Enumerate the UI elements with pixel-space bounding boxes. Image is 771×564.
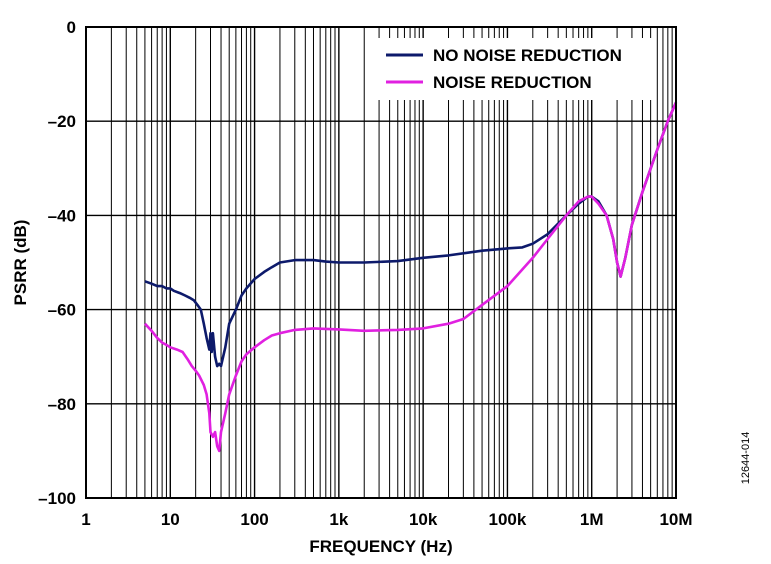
y-axis-title: PSRR (dB) (11, 220, 30, 306)
x-tick-labels: 1 10 100 1k 10k 100k 1M 10M (81, 510, 692, 529)
x-tick-label: 1 (81, 510, 90, 529)
y-tick-label: –60 (48, 301, 76, 320)
plot-frame (85, 26, 677, 499)
x-tick-label: 100 (240, 510, 268, 529)
series-line-1 (143, 101, 678, 453)
legend: NO NOISE REDUCTION NOISE REDUCTION (386, 46, 622, 92)
legend-label-noise-reduction: NOISE REDUCTION (433, 73, 592, 92)
x-tick-label: 1k (329, 510, 348, 529)
x-tick-label: 100k (489, 510, 527, 529)
y-tick-label: –100 (38, 489, 76, 508)
x-tick-label: 10k (409, 510, 438, 529)
y-tick-label: –40 (48, 206, 76, 225)
legend-background (378, 38, 652, 100)
figure-id: 12644-014 (740, 432, 752, 485)
x-tick-label: 10M (659, 510, 692, 529)
x-axis-title: FREQUENCY (Hz) (309, 537, 452, 556)
y-tick-labels: 0 –20 –40 –60 –80 –100 (38, 18, 76, 508)
y-tick-label: –80 (48, 395, 76, 414)
legend-label-no-noise-reduction: NO NOISE REDUCTION (433, 46, 622, 65)
x-tick-label: 1M (580, 510, 604, 529)
y-tick-label: –20 (48, 112, 76, 131)
x-tick-label: 10 (161, 510, 180, 529)
y-tick-label: 0 (67, 18, 76, 37)
series-layer (143, 101, 678, 453)
